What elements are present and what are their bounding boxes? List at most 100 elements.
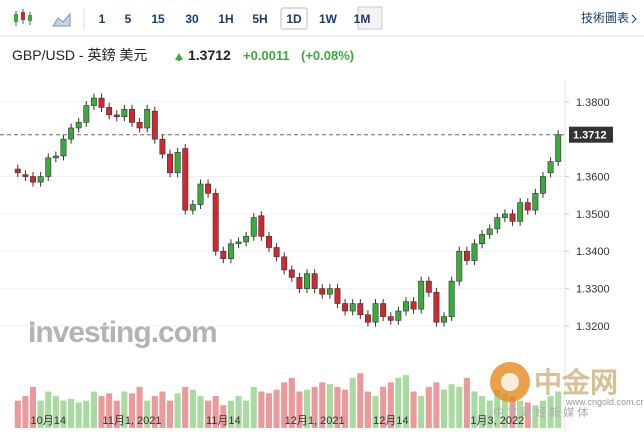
candle-body (555, 134, 562, 162)
volume-bar (14, 400, 21, 428)
candle-body (311, 273, 318, 289)
candle-body (151, 110, 158, 140)
volume-bar (235, 396, 242, 428)
candle-body (456, 250, 463, 282)
candle-body (410, 301, 417, 310)
x-tick-label: 12月14 (373, 415, 408, 427)
period-button[interactable]: 5 (125, 12, 132, 26)
volume-bar (60, 400, 67, 428)
tech-chart-link[interactable]: 技術圖表 (581, 11, 629, 25)
candle-body (83, 105, 90, 123)
y-tick-label: 1.3500 (576, 209, 610, 221)
volume-bar (387, 382, 394, 428)
logo-name: 中金网 (534, 366, 618, 398)
volume-bar (555, 391, 562, 428)
volume-bar (90, 391, 97, 428)
candle-body (98, 97, 105, 108)
period-button[interactable]: 1H (218, 12, 233, 26)
volume-bar (479, 396, 486, 428)
candle-body (342, 303, 349, 312)
logo: 中金网 www.cngold.com.cn 中 文 财 经 新 媒 体 (490, 362, 644, 419)
volume-bar (113, 400, 120, 428)
volume-bar (418, 396, 425, 428)
candle-body (197, 183, 204, 205)
volume-bar (288, 377, 295, 428)
candle-body (380, 303, 387, 317)
candle-body (174, 151, 181, 174)
volume-bar (547, 396, 554, 428)
logo-url: www.cngold.com.cn (565, 397, 644, 407)
candle-body (387, 316, 394, 321)
candle-body (486, 228, 493, 235)
up-arrow (175, 53, 183, 60)
candle-body (281, 256, 288, 271)
volume-bar (258, 391, 265, 428)
candle-body (509, 213, 516, 222)
change: +0.0011 (243, 48, 290, 63)
candle-body (372, 303, 379, 323)
candle-body (288, 269, 295, 278)
y-tick-label: 1.3200 (576, 321, 610, 333)
volume-bar (311, 386, 318, 428)
candle-body (517, 202, 524, 222)
candle-icon[interactable] (14, 9, 32, 26)
period-button[interactable]: 30 (185, 12, 199, 26)
volume-bar (98, 396, 105, 428)
volume-bar (364, 391, 371, 428)
volume-bar (410, 391, 417, 428)
period-button[interactable]: 5H (252, 12, 267, 26)
candle-body (159, 138, 166, 155)
candle-body (144, 108, 151, 129)
candle-body (441, 316, 447, 323)
volume-bar (205, 400, 212, 428)
last-price-label: 1.3712 (573, 130, 607, 142)
candle-body (334, 288, 341, 304)
candle-body (433, 292, 440, 323)
period-button[interactable]: 1M (354, 12, 371, 26)
volume-bar (166, 400, 174, 428)
candle-body (205, 183, 212, 194)
candle-body (22, 174, 29, 177)
volume-bar (75, 402, 82, 428)
volume-bar (52, 396, 59, 428)
period-button[interactable]: 1 (99, 12, 106, 26)
volume-bar (433, 382, 440, 428)
candle-body (273, 247, 280, 258)
volume-bar (189, 389, 196, 428)
volume-bar (22, 396, 29, 428)
candle-body (425, 280, 432, 293)
volume-bar (463, 377, 470, 428)
volume-bar (448, 384, 455, 428)
candle-body (52, 155, 59, 159)
volume-bar (486, 400, 493, 428)
volume-bar (440, 389, 448, 428)
y-tick-label: 1.3300 (576, 284, 610, 296)
volume-bar (68, 398, 75, 428)
volume-bar (342, 389, 349, 428)
volume-bar (144, 400, 151, 428)
candle-body (136, 122, 143, 129)
candle-body (319, 288, 326, 295)
candle-body (501, 213, 508, 218)
candle-body (75, 122, 82, 129)
volume-bar (539, 400, 547, 428)
candle-body (182, 148, 189, 211)
volume-bar (395, 377, 402, 428)
volume-bar (136, 386, 143, 428)
x-tick-label: 10月14 (31, 415, 66, 427)
candle-body (471, 243, 478, 261)
period-button[interactable]: 1D (286, 12, 302, 26)
volume-bar (45, 391, 52, 428)
period-button[interactable]: 1W (319, 12, 338, 26)
settings-icon[interactable] (357, 6, 383, 30)
period-button[interactable]: 15 (151, 12, 165, 26)
candle-body (479, 234, 486, 245)
area-icon[interactable] (52, 12, 71, 27)
volume-bar (296, 391, 303, 428)
candle-body (547, 161, 554, 174)
candle-body (37, 176, 44, 183)
volume-bar (212, 396, 219, 428)
candle-body (45, 157, 52, 177)
candle-body (243, 235, 250, 243)
volume-bar (29, 386, 37, 428)
